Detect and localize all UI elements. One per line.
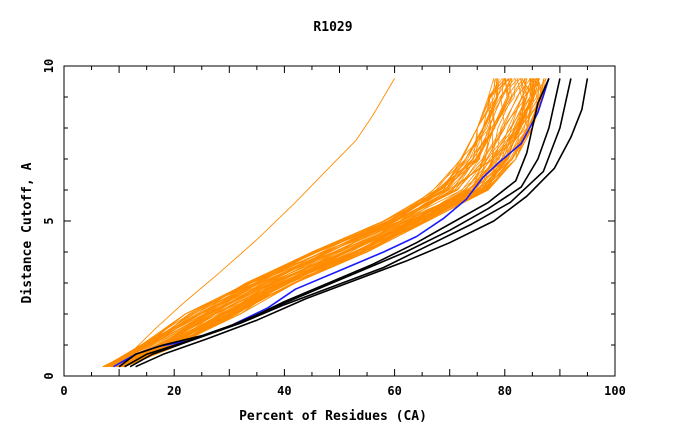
axis-ticks (63, 65, 616, 377)
chart-title: R1029 (313, 20, 352, 35)
orange-model-line (121, 78, 547, 368)
orange-model-line (116, 78, 535, 368)
orange-model-line (104, 78, 506, 368)
black-model-line (118, 78, 550, 368)
orange-model-line (118, 78, 528, 368)
orange-model-line (109, 78, 509, 368)
orange-model-line (105, 78, 503, 368)
y-tick-label: 5 (42, 217, 56, 224)
orange-model-line (103, 78, 505, 368)
orange-model-line (120, 78, 534, 368)
orange-model-line (104, 78, 511, 368)
orange-model-line (113, 78, 534, 368)
orange-model-line (107, 78, 495, 368)
black-model-line (129, 78, 572, 368)
orange-model-line (117, 78, 532, 368)
x-axis-label: Percent of Residues (CA) (239, 409, 427, 424)
orange-model-line (103, 78, 509, 368)
x-tick-label: 80 (498, 384, 512, 398)
x-tick-label: 40 (277, 384, 291, 398)
plot-lines (102, 78, 589, 368)
y-axis-label: Distance Cutoff, A (20, 162, 35, 303)
axis-tick-labels: 0 20 40 60 80 100 0 5 10 (42, 59, 626, 398)
orange-model-line (112, 78, 504, 368)
orange-model-line (107, 78, 513, 368)
orange-model-line (104, 78, 498, 368)
x-tick-label: 0 (60, 384, 67, 398)
y-tick-label: 10 (42, 59, 56, 73)
x-tick-label: 100 (604, 384, 626, 398)
orange-model-line (118, 78, 534, 368)
orange-model-line (105, 78, 500, 368)
orange-model-line (117, 78, 531, 368)
orange-model-line (106, 78, 512, 368)
orange-model-line (104, 78, 512, 368)
orange-model-line (105, 78, 506, 368)
orange-model-line (113, 78, 395, 368)
orange-model-line (108, 78, 508, 368)
black-model-line (135, 78, 589, 368)
orange-model-line (117, 78, 532, 368)
orange-model-line (107, 78, 506, 368)
x-tick-label: 20 (167, 384, 181, 398)
orange-model-line (113, 78, 521, 368)
orange-model-line (124, 78, 544, 368)
y-tick-label: 0 (42, 372, 56, 379)
x-tick-label: 60 (387, 384, 401, 398)
orange-model-line (112, 78, 524, 368)
blue-model-line (113, 78, 550, 368)
orange-model-line (110, 78, 509, 368)
